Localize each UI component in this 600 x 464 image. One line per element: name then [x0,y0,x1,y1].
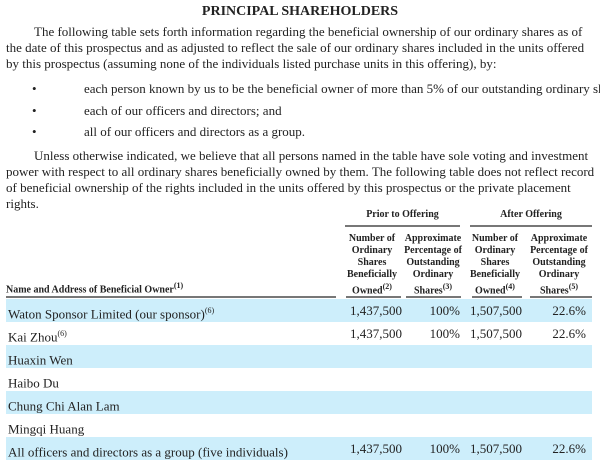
owner-name-text: Kai Zhou [8,329,58,345]
bullet-mark: • [32,103,37,118]
divider [346,296,401,298]
header-prior-shares: Number of Ordinary Shares Beneficially O… [343,233,401,297]
prior-pct: 100% [429,326,460,341]
bullet-text: each person known by us to be the benefi… [84,81,600,96]
owner-name: Kai Zhou(6) [8,322,67,348]
footnote-ref: (5) [568,282,579,291]
header-text: Approximate Percentage of Outstanding Or… [404,233,462,297]
footnote-ref: (6) [204,306,215,315]
bullet-text: each of our officers and directors; and [84,103,282,118]
table-row: All officers and directors as a group (f… [6,437,592,460]
after-shares: 1,507,500 [470,326,522,341]
header-after-shares: Number of Ordinary Shares Beneficially O… [466,233,524,297]
divider [406,296,461,298]
owner-name-text: All officers and directors as a group (f… [8,444,288,460]
owner-name-text: Haibo Du [8,375,59,391]
divider [6,296,336,298]
owner-name: Haibo Du [8,368,59,394]
footnote-ref: (3) [442,282,453,291]
header-text: Name and Address of Beneficial Owner [6,284,174,296]
bullet-mark: • [32,124,37,139]
header-text: Number of Ordinary Shares Beneficially O… [347,233,397,297]
prior-pct: 100% [429,441,460,456]
after-pct: 22.6% [552,303,586,318]
table-row: Waton Sponsor Limited (our sponsor)(6) 1… [6,299,592,322]
owner-name-text: Huaxin Wen [8,352,73,368]
owner-name-text: Chung Chi Alan Lam [8,398,120,414]
table-row: Haibo Du [6,368,592,391]
prior-shares: 1,437,500 [350,303,402,318]
owner-name-text: Waton Sponsor Limited (our sponsor) [8,306,205,322]
owner-name: Huaxin Wen [8,345,73,371]
header-text: Number of Ordinary Shares Beneficially O… [470,233,520,297]
prior-shares: 1,437,500 [350,326,402,341]
table-row: Chung Chi Alan Lam [6,391,592,414]
header-text: Approximate Percentage of Outstanding Or… [530,233,588,297]
divider [530,296,592,298]
group-after: After Offering [470,209,592,227]
table-row: Kai Zhou(6) 1,437,500 100% 1,507,500 22.… [6,322,592,345]
owner-name: Chung Chi Alan Lam [8,391,120,417]
page-title: PRINCIPAL SHAREHOLDERS [201,4,399,19]
outro-paragraph: Unless otherwise indicated, we believe t… [6,148,595,211]
bullet-mark: • [32,81,37,96]
header-after-pct: Approximate Percentage of Outstanding Or… [526,233,592,297]
after-shares: 1,507,500 [470,303,522,318]
bullet-text: all of our officers and directors as a g… [84,124,306,139]
table-row: Mingqi Huang [6,414,592,437]
owner-name-text: Mingqi Huang [8,421,85,437]
after-shares: 1,507,500 [470,441,522,456]
header-name: Name and Address of Beneficial Owner(1) [6,280,183,296]
owner-name: Waton Sponsor Limited (our sponsor)(6) [8,299,214,325]
prior-pct: 100% [429,303,460,318]
owner-name: All officers and directors as a group (f… [8,437,288,463]
table-row: Huaxin Wen [6,345,592,368]
group-prior: Prior to Offering [345,209,460,227]
divider [472,296,522,298]
after-pct: 22.6% [552,441,586,456]
footnote-ref: (6) [57,329,67,338]
owner-name: Mingqi Huang [8,414,84,440]
footnote-ref: (4) [505,282,515,291]
after-pct: 22.6% [552,326,586,341]
header-prior-pct: Approximate Percentage of Outstanding Or… [402,233,464,297]
footnote-ref: (1) [173,281,184,290]
footnote-ref: (2) [382,282,392,291]
intro-paragraph: The following table sets forth informati… [6,24,585,71]
prior-shares: 1,437,500 [350,441,402,456]
